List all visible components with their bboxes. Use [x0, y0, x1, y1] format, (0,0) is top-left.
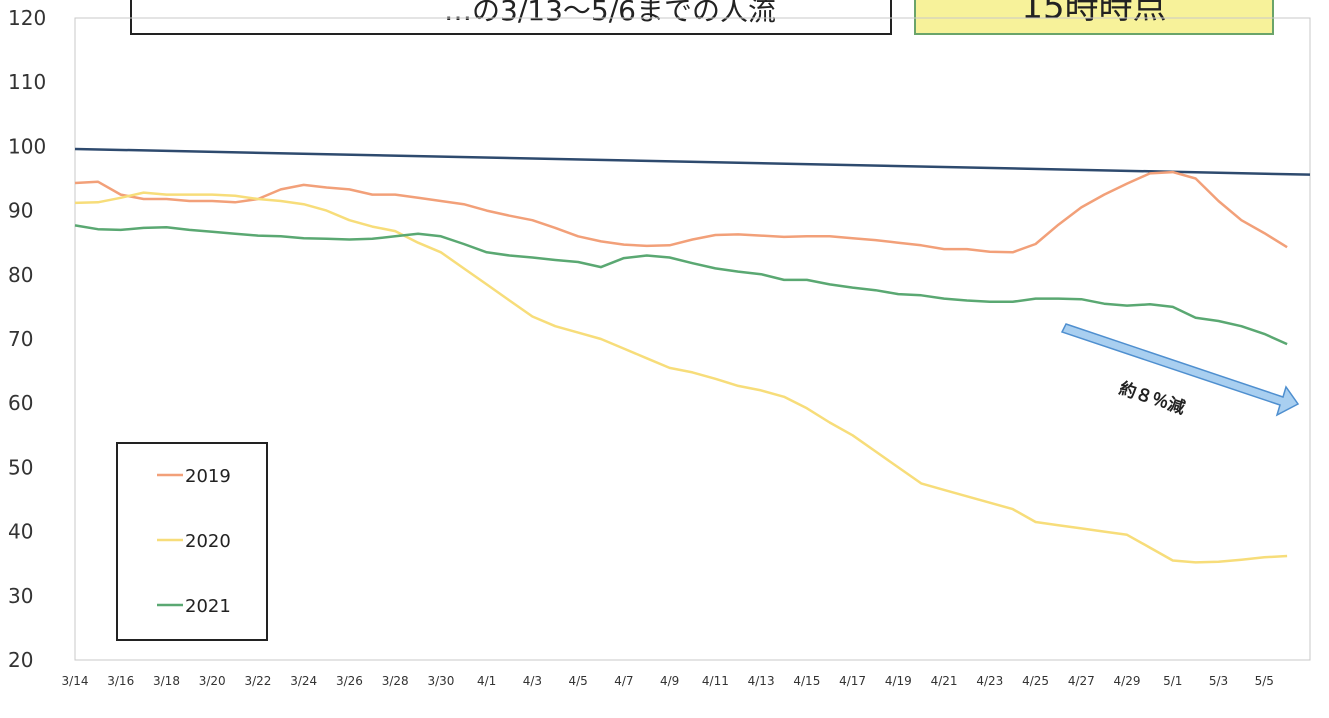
x-tick-label: 3/26 — [336, 674, 363, 688]
arrow-icon — [1060, 323, 1300, 417]
x-tick-label: 3/16 — [107, 674, 134, 688]
x-tick-label: 5/1 — [1163, 674, 1182, 688]
x-tick-label: 3/22 — [244, 674, 271, 688]
x-tick-label: 4/27 — [1068, 674, 1095, 688]
plot-area — [74, 17, 1311, 661]
y-tick-label: 80 — [8, 263, 33, 287]
x-tick-label: 3/18 — [153, 674, 180, 688]
reference-line-100 — [74, 147, 1311, 176]
y-tick-label: 100 — [8, 134, 46, 158]
x-tick-label: 4/17 — [839, 674, 866, 688]
y-tick-label: 60 — [8, 391, 33, 415]
y-tick-label: 40 — [8, 520, 33, 544]
x-tick-label: 4/7 — [614, 674, 633, 688]
reference-line — [74, 147, 1311, 176]
legend-label-2019: 2019 — [185, 466, 231, 487]
y-tick-label: 90 — [8, 199, 33, 223]
x-tick-label: 3/28 — [382, 674, 409, 688]
decrease-arrow: 約８％減 — [1060, 323, 1300, 419]
x-tick-label: 3/24 — [290, 674, 317, 688]
x-tick-label: 4/3 — [523, 674, 542, 688]
legend-label-2021: 2021 — [185, 596, 231, 617]
x-tick-label: 4/13 — [748, 674, 775, 688]
series-line-2021 — [74, 224, 1288, 346]
y-axis: 20 30 40 50 60 70 80 90 100 110 120 — [8, 6, 46, 672]
x-tick-label: 4/19 — [885, 674, 912, 688]
legend: 2019 2020 2021 — [116, 442, 268, 641]
x-tick-label: 4/21 — [931, 674, 958, 688]
x-tick-label: 4/9 — [660, 674, 679, 688]
x-tick-label: 4/11 — [702, 674, 729, 688]
decrease-label: 約８％減 — [1116, 378, 1187, 419]
y-tick-label: 70 — [8, 327, 33, 351]
chart-title-box: …の3/13～5/6までの人流 — [130, 0, 892, 35]
x-tick-label: 4/15 — [793, 674, 820, 688]
x-tick-label: 5/3 — [1209, 674, 1228, 688]
x-tick-label: 5/5 — [1255, 674, 1274, 688]
x-tick-label: 3/20 — [199, 674, 226, 688]
x-tick-label: 4/23 — [976, 674, 1003, 688]
x-tick-label: 4/29 — [1114, 674, 1141, 688]
x-tick-label: 4/5 — [568, 674, 587, 688]
x-tick-label: 4/25 — [1022, 674, 1049, 688]
time-note: 15時時点 — [1021, 0, 1166, 27]
y-tick-label: 20 — [8, 648, 33, 672]
series-line-2020 — [74, 191, 1288, 564]
x-tick-label: 3/14 — [62, 674, 89, 688]
x-axis: 3/14 3/16 3/18 3/20 3/22 3/24 3/26 3/28 3/30 4/1 4… — [62, 674, 1274, 688]
y-tick-label: 120 — [8, 6, 46, 30]
x-tick-label: 3/30 — [427, 674, 454, 688]
x-tick-label: 4/1 — [477, 674, 496, 688]
series-lines — [74, 170, 1288, 564]
y-tick-label: 50 — [8, 455, 33, 479]
y-tick-label: 110 — [8, 70, 46, 94]
legend-label-2020: 2020 — [185, 531, 231, 552]
series-line-2019 — [74, 170, 1288, 254]
y-tick-label: 30 — [8, 584, 33, 608]
time-note-box: 15時時点 — [914, 0, 1274, 35]
chart-title: …の3/13～5/6までの人流 — [444, 0, 776, 27]
